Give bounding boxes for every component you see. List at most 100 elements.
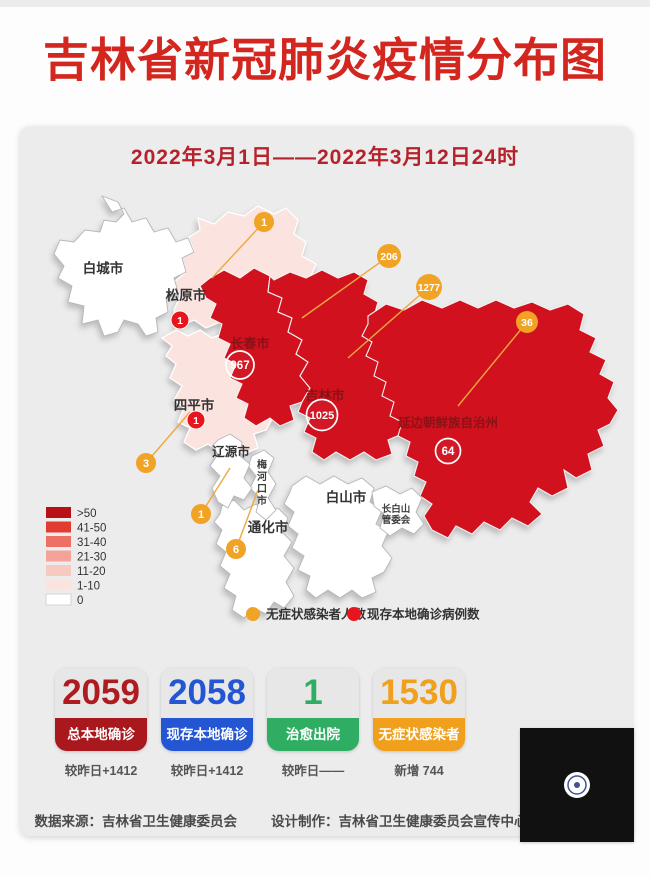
label-changbaishan-2: 管委会 [382,514,411,526]
ring-value: 1025 [310,410,334,422]
label-changchun: 长春市 [230,336,269,351]
label-changbaishan-1: 长白山 [382,503,411,515]
stat-delta: 较昨日—— [281,764,345,778]
ring-value: 64 [442,446,455,458]
legend-label: 11-20 [77,566,106,578]
legend-label: 31-40 [77,537,106,549]
stat-value: 1 [267,668,359,718]
badge-value: 1 [261,217,267,229]
legend-swatch [46,507,71,518]
stat-delta: 较昨日+1412 [170,764,244,778]
confirmed-badge-songyuan: 1 [170,310,190,330]
data-source: 数据来源：吉林省卫生健康委员会 [34,814,238,829]
asymptomatic-badge-siping: 3 [136,453,156,473]
stat-value: 2059 [55,668,147,718]
stat-recovered: 1 治愈出院 较昨日—— [267,668,359,779]
ring-circle [305,398,339,432]
leader-changchun [301,255,390,319]
qr-code-image [520,728,634,842]
leader-siping [145,411,191,464]
leader-lines [145,221,528,550]
stats-row: 2059 总本地确诊 较昨日+1412 2058 现存本地确诊 较昨日+1412… [55,668,465,779]
stat-delta: 较昨日+1412 [64,764,138,778]
stat-card: 1 治愈出院 [267,668,359,751]
label-songyuan: 松原市 [166,287,207,303]
leader-yanbian [457,321,528,407]
asymptomatic-badge-meihekou: 6 [226,539,246,559]
marker-legend: 无症状感染者人数 现存本地确诊病例数 [246,607,480,622]
stat-card: 2059 总本地确诊 [55,668,147,751]
stat-label: 总本地确诊 [55,718,147,751]
badge-circle [136,453,156,473]
badge-circle [170,310,190,330]
legend-swatch [46,550,71,562]
region-meihekou [247,449,277,521]
asymptomatic-marker-label: 无症状感染者人数 [265,607,367,622]
badge-value: 36 [521,317,533,329]
badge-circle [516,311,538,333]
legend-swatch [46,521,71,533]
badge-value: 3 [143,458,149,470]
label-tonghua: 通化市 [248,519,289,535]
asymptomatic-badge-jilin: 1277 [416,274,442,300]
stat-label: 现存本地确诊 [161,718,253,751]
badge-circle [254,212,274,232]
region-tonghua [213,499,295,619]
leader-jilin [347,286,430,359]
confirmed-ring-changchun: 967 [225,350,255,380]
legend-swatch [46,565,71,576]
legend-label: >50 [77,508,97,520]
stat-asymptomatic: 1530 无症状感染者 新增 744 [373,668,465,779]
legend-label: 0 [77,595,83,607]
footer: 数据来源：吉林省卫生健康委员会 设计制作：吉林省卫生健康委员会宣传中心 [20,810,632,830]
badge-value: 206 [380,251,398,263]
asymptomatic-badge-songyuan: 1 [254,212,274,232]
region-labels: 白城市 松原市 长春市 四平市 吉林市 延边朝鲜族自治州 辽源市 梅河口市 通化… [83,260,498,535]
label-meihekou: 梅河口市 [257,458,267,507]
badge-circle [186,410,206,430]
confirmed-ring-jilin: 1025 [305,398,339,432]
legend-swatch [45,593,72,606]
page-title: 吉林省新冠肺炎疫情分布图 [43,34,607,86]
date-range: 2022年3月1日——2022年3月12日24时 [130,146,520,169]
confirmed-marker-label: 现存本地确诊病例数 [367,607,480,622]
label-baishan: 白山市 [326,489,367,505]
asymptomatic-badge-yanbian: 36 [516,311,538,333]
province-map: 白城市 松原市 长春市 四平市 吉林市 延边朝鲜族自治州 辽源市 梅河口市 通化… [45,195,619,622]
asymptomatic-badge-liaoyuan: 1 [191,504,211,524]
confirmed-ring-yanbian: 64 [434,437,462,465]
badge-value: 6 [233,544,239,556]
top-strip [0,0,650,7]
legend-swatch [46,536,71,547]
legend-label: 1-10 [77,581,100,593]
stat-label: 治愈出院 [267,718,359,751]
asymptomatic-badge-changchun: 206 [377,244,401,268]
region-yanbian [361,299,619,539]
legend-label: 41-50 [77,523,106,535]
badge-value: 1 [193,415,199,427]
qr-finder-patterns [527,735,627,835]
stat-value: 1530 [373,668,465,718]
legend-swatch [46,579,71,591]
badge-circle [377,244,401,268]
badge-circle [226,539,246,559]
leader-songyuan [211,221,265,279]
stat-total-confirmed: 2059 总本地确诊 较昨日+1412 [55,668,147,779]
stat-value: 2058 [161,668,253,718]
asymptomatic-marker-icon [246,607,260,621]
qr-code [520,728,634,842]
region-baishan [283,475,393,599]
stat-card: 2058 现存本地确诊 [161,668,253,751]
region-changbaishan [371,485,425,537]
label-baicheng: 白城市 [83,260,124,276]
label-jilin: 吉林市 [305,388,344,403]
region-baicheng [53,195,195,337]
legend-label: 21-30 [77,552,106,564]
badge-value: 1 [198,509,204,521]
badge-value: 1 [177,315,183,327]
design-credit: 设计制作：吉林省卫生健康委员会宣传中心 [271,814,528,829]
stat-active-confirmed: 2058 现存本地确诊 较昨日+1412 [161,668,253,779]
qr-center-seal-icon [564,772,590,798]
stat-card: 1530 无症状感染者 [373,668,465,751]
